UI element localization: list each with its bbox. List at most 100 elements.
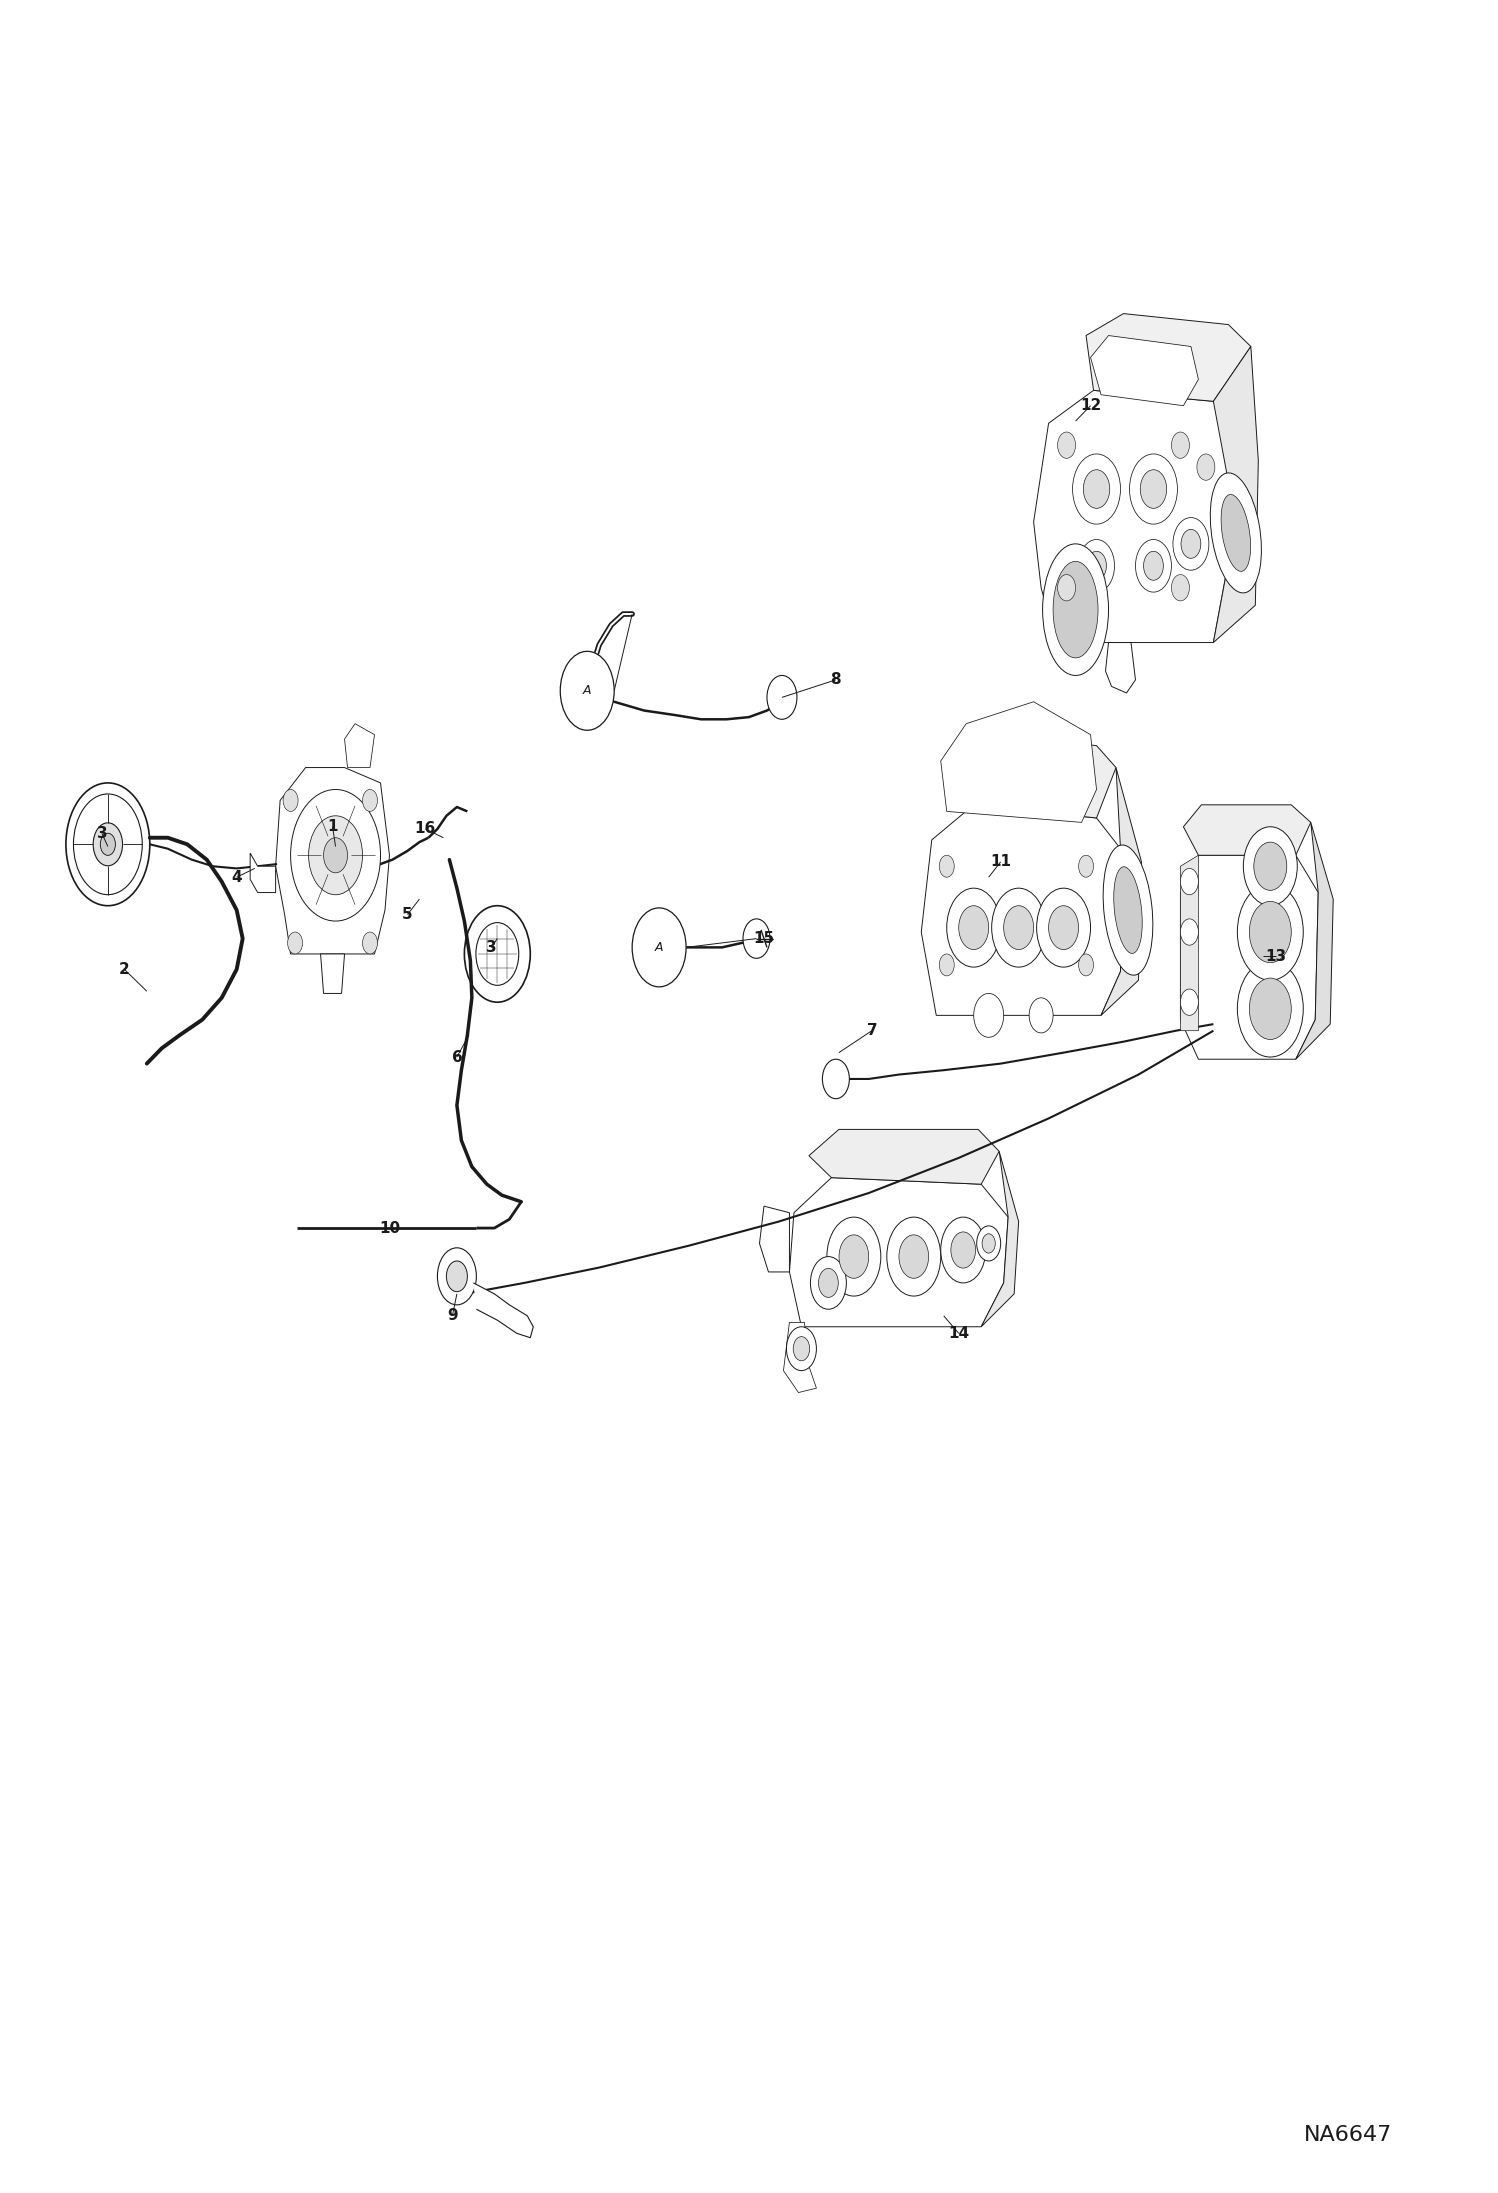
Polygon shape xyxy=(345,724,374,768)
Text: 3: 3 xyxy=(485,941,497,954)
Text: 16: 16 xyxy=(415,822,436,836)
Circle shape xyxy=(786,1327,816,1371)
Text: NA6647: NA6647 xyxy=(1305,2125,1392,2145)
Circle shape xyxy=(1180,919,1198,945)
Text: 2: 2 xyxy=(118,963,130,976)
Polygon shape xyxy=(1180,855,1318,1059)
Circle shape xyxy=(899,1235,929,1279)
Circle shape xyxy=(1135,539,1171,592)
Circle shape xyxy=(1083,469,1110,509)
Circle shape xyxy=(560,651,614,730)
Circle shape xyxy=(1237,961,1303,1057)
Text: 13: 13 xyxy=(1266,950,1287,963)
Circle shape xyxy=(1180,529,1201,559)
Polygon shape xyxy=(1091,336,1198,406)
Circle shape xyxy=(818,1268,839,1298)
Circle shape xyxy=(1058,432,1076,458)
Circle shape xyxy=(283,789,298,811)
Circle shape xyxy=(983,1235,995,1252)
Circle shape xyxy=(1073,454,1121,524)
Polygon shape xyxy=(1296,822,1333,1059)
Text: 4: 4 xyxy=(231,871,243,884)
Polygon shape xyxy=(921,805,1121,1015)
Polygon shape xyxy=(473,1283,533,1338)
Text: 1: 1 xyxy=(327,820,339,833)
Polygon shape xyxy=(1086,314,1251,401)
Text: 8: 8 xyxy=(830,673,842,686)
Circle shape xyxy=(309,816,363,895)
Circle shape xyxy=(1086,550,1107,581)
Circle shape xyxy=(1140,469,1167,509)
Circle shape xyxy=(767,675,797,719)
Ellipse shape xyxy=(1210,474,1261,592)
Circle shape xyxy=(1249,978,1291,1039)
Circle shape xyxy=(1237,884,1303,980)
Circle shape xyxy=(947,888,1001,967)
Circle shape xyxy=(446,1261,467,1292)
Circle shape xyxy=(1180,989,1198,1015)
Text: 6: 6 xyxy=(451,1050,463,1064)
Polygon shape xyxy=(1180,855,1198,1031)
Polygon shape xyxy=(783,1322,816,1393)
Text: A: A xyxy=(655,941,664,954)
Circle shape xyxy=(1143,550,1164,581)
Circle shape xyxy=(476,923,518,985)
Circle shape xyxy=(822,1059,849,1099)
Circle shape xyxy=(1254,842,1287,890)
Circle shape xyxy=(363,789,377,811)
Circle shape xyxy=(939,954,954,976)
Text: 12: 12 xyxy=(1080,399,1101,412)
Polygon shape xyxy=(1101,768,1141,1015)
Circle shape xyxy=(1249,901,1291,963)
Circle shape xyxy=(1171,432,1189,458)
Circle shape xyxy=(66,783,150,906)
Circle shape xyxy=(632,908,686,987)
Ellipse shape xyxy=(1221,493,1251,572)
Polygon shape xyxy=(250,853,276,893)
Circle shape xyxy=(73,794,142,895)
Text: 5: 5 xyxy=(401,908,413,921)
Circle shape xyxy=(827,1217,881,1296)
Text: 15: 15 xyxy=(753,932,774,945)
Ellipse shape xyxy=(1113,866,1143,954)
Circle shape xyxy=(1197,454,1215,480)
Polygon shape xyxy=(276,768,389,954)
Circle shape xyxy=(1049,906,1079,950)
Circle shape xyxy=(93,822,123,866)
Circle shape xyxy=(1029,998,1053,1033)
Text: 10: 10 xyxy=(379,1222,400,1235)
Circle shape xyxy=(1079,954,1094,976)
Polygon shape xyxy=(809,1129,999,1184)
Ellipse shape xyxy=(1053,561,1098,658)
Polygon shape xyxy=(1183,805,1311,855)
Circle shape xyxy=(288,932,303,954)
Circle shape xyxy=(839,1235,869,1279)
Circle shape xyxy=(1129,454,1177,524)
Polygon shape xyxy=(759,1206,789,1272)
Circle shape xyxy=(941,1217,986,1283)
Polygon shape xyxy=(1106,643,1135,693)
Circle shape xyxy=(437,1248,476,1305)
Circle shape xyxy=(792,1336,809,1360)
Circle shape xyxy=(951,1232,975,1268)
Circle shape xyxy=(1037,888,1091,967)
Circle shape xyxy=(1079,855,1094,877)
Text: 9: 9 xyxy=(446,1309,458,1322)
Text: 11: 11 xyxy=(990,855,1011,868)
Circle shape xyxy=(324,838,348,873)
Circle shape xyxy=(959,906,989,950)
Polygon shape xyxy=(981,1151,1019,1327)
Text: 3: 3 xyxy=(96,827,108,840)
Ellipse shape xyxy=(1103,844,1153,976)
Polygon shape xyxy=(1213,346,1258,643)
Polygon shape xyxy=(1034,390,1236,643)
Circle shape xyxy=(1004,906,1034,950)
Circle shape xyxy=(1180,868,1198,895)
Circle shape xyxy=(1173,518,1209,570)
Text: 14: 14 xyxy=(948,1327,969,1340)
Circle shape xyxy=(992,888,1046,967)
Circle shape xyxy=(363,932,377,954)
Polygon shape xyxy=(941,702,1097,822)
Circle shape xyxy=(977,1226,1001,1261)
Circle shape xyxy=(1171,575,1189,601)
